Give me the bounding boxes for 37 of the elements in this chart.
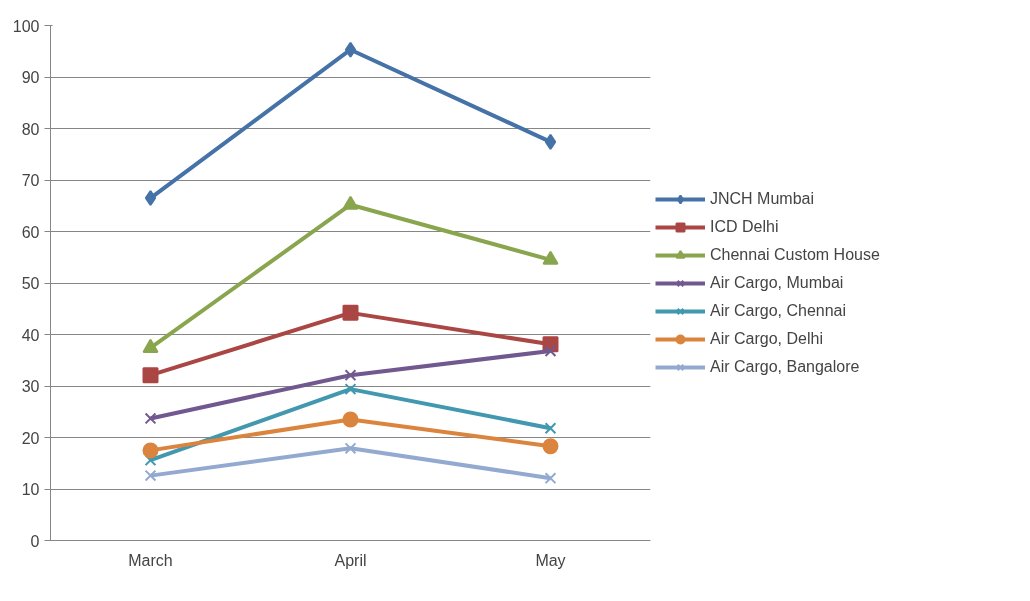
y-tick-label: 10 — [21, 481, 40, 498]
legend-label: Air Cargo, Chennai — [710, 301, 847, 320]
y-tick-label: 70 — [21, 172, 40, 189]
point — [344, 369, 357, 382]
y-tick-label: 20 — [21, 429, 40, 447]
x-tick-label: May — [535, 551, 566, 569]
point — [144, 412, 157, 425]
point — [142, 367, 159, 384]
y-tick-label: 0 — [30, 532, 40, 550]
y-tick-label: 40 — [21, 326, 40, 344]
point — [342, 411, 359, 428]
point — [142, 442, 159, 459]
point — [342, 304, 359, 321]
point — [344, 41, 357, 58]
y-tick-label: 50 — [21, 275, 40, 292]
y-tick-label: 30 — [21, 378, 40, 395]
y-tick-label: 90 — [21, 69, 40, 86]
point — [544, 472, 557, 485]
point — [544, 133, 557, 150]
legend-label: JNCH Mumbai — [710, 189, 815, 208]
point — [144, 190, 157, 207]
legend-label: Air Cargo, Mumbai — [710, 273, 844, 292]
point — [144, 469, 157, 482]
point — [544, 345, 557, 357]
point — [344, 442, 357, 455]
legend-label: ICD Delhi — [710, 217, 779, 236]
point — [344, 383, 357, 396]
x-tick-label: April — [334, 551, 367, 569]
y-tick-label: 80 — [21, 120, 40, 138]
point — [542, 438, 559, 455]
point — [544, 422, 557, 435]
legend-label: Chennai Custom House — [710, 245, 880, 264]
legend-label: Air Cargo, Delhi — [710, 329, 823, 348]
y-tick-label: 100 — [12, 17, 40, 35]
y-tick-label: 60 — [21, 223, 40, 241]
x-tick-label: March — [128, 551, 173, 569]
legend-label: Air Cargo, Bangalore — [710, 357, 860, 376]
